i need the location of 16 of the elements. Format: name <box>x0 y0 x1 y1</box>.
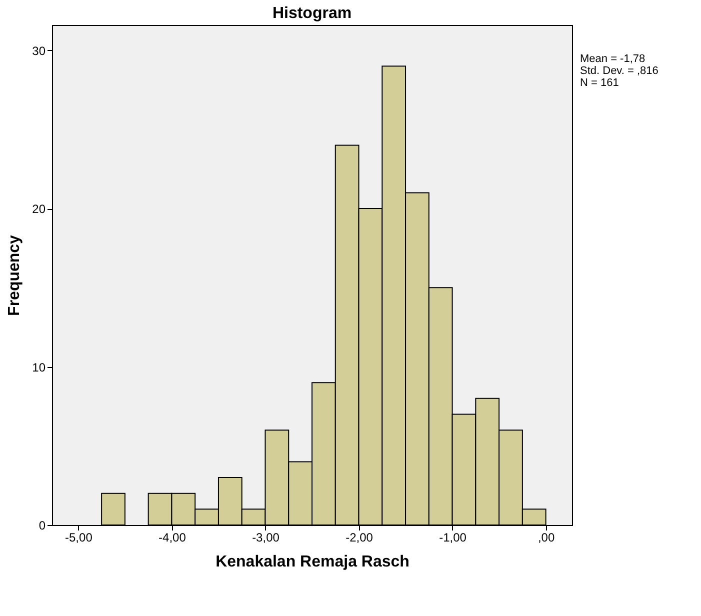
y-tick-label: 0 <box>38 518 46 532</box>
text: N = 161 <box>580 77 619 89</box>
x-tick-label: -4,00 <box>158 530 186 544</box>
x-tick-label: ,00 <box>538 530 555 544</box>
x-tick-label: -1,00 <box>439 530 467 544</box>
text: Mean = -1,78 <box>580 53 646 65</box>
y-tick-label: 10 <box>32 360 46 374</box>
chart-title: Histogram <box>272 5 352 22</box>
y-axis-title: Frequency <box>6 234 24 316</box>
x-axis-title: Kenakalan Remaja Rasch <box>216 554 410 570</box>
x-tick-label: -2,00 <box>346 530 374 544</box>
y-tick-label: 20 <box>32 202 46 216</box>
x-tick-label: -5,00 <box>65 530 93 544</box>
x-tick-label: -3,00 <box>252 530 280 544</box>
y-tick-label: 30 <box>32 44 46 58</box>
text: Std. Dev. = ,816 <box>580 65 658 77</box>
